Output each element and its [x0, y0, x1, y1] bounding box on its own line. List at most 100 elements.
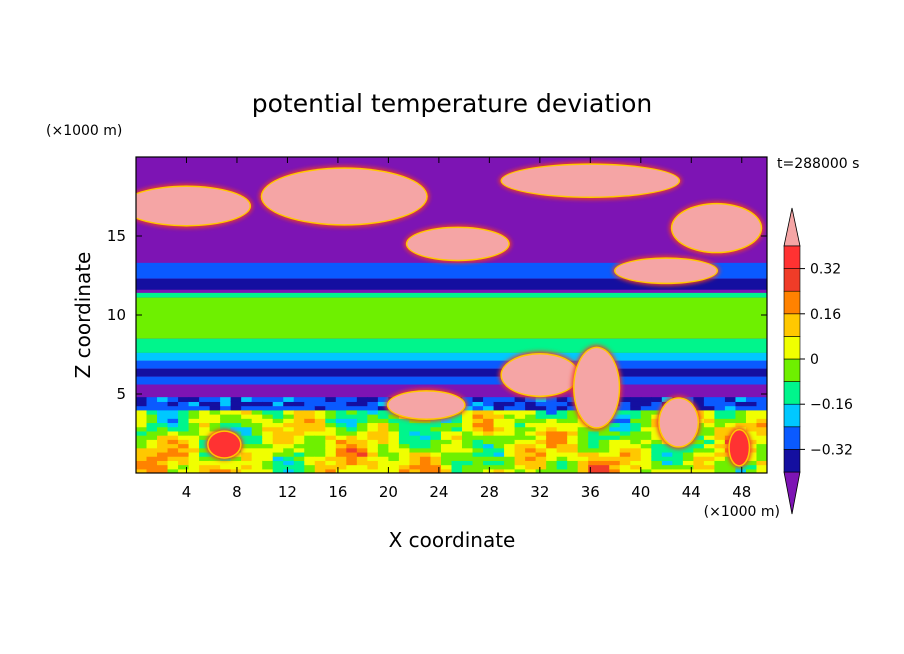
field-cell	[304, 414, 316, 419]
field-cell	[535, 443, 547, 449]
field-cell	[356, 409, 368, 415]
field-cell	[440, 422, 453, 428]
field-cell	[230, 422, 242, 428]
field-cell	[230, 409, 242, 415]
field-cell	[314, 430, 326, 436]
field-cell	[535, 401, 547, 407]
field-cell	[262, 439, 274, 445]
field-cell	[609, 426, 621, 432]
field-cell	[230, 456, 242, 461]
field-cell	[682, 468, 694, 473]
field-cell	[398, 418, 411, 424]
field-cell	[630, 468, 642, 473]
field-cell	[546, 405, 558, 411]
field-cell	[714, 422, 726, 428]
field-cell	[756, 422, 767, 428]
field-cell	[346, 426, 358, 432]
field-cell	[535, 439, 547, 445]
field-cell	[199, 397, 211, 402]
field-cell	[651, 430, 663, 436]
field-cell	[462, 430, 474, 436]
field-cell	[630, 464, 642, 470]
field-cell	[525, 439, 537, 445]
field-cell	[504, 430, 516, 436]
field-cell	[630, 451, 642, 457]
field-cell	[146, 426, 158, 432]
field-cell	[598, 439, 610, 445]
x-tick-label: 8	[232, 483, 242, 501]
field-cell	[220, 397, 232, 402]
field-cell	[451, 456, 463, 461]
field-cell	[651, 456, 663, 461]
field-cell	[440, 439, 453, 445]
field-cell	[630, 418, 642, 424]
field-cell	[335, 422, 347, 428]
field-cell	[188, 468, 200, 473]
field-cell	[703, 456, 716, 461]
field-cell	[514, 405, 526, 411]
field-cell	[640, 397, 652, 402]
field-cell	[283, 468, 295, 473]
field-cell	[314, 460, 326, 466]
field-cell	[272, 468, 284, 473]
field-cell	[440, 460, 453, 466]
field-cell	[293, 397, 305, 402]
field-cell	[367, 414, 379, 419]
field-cell	[377, 439, 389, 445]
field-cell	[283, 397, 295, 402]
field-cell	[283, 456, 295, 461]
field-cell	[262, 430, 274, 436]
field-cell	[472, 468, 484, 473]
warm-cell-6	[498, 351, 581, 399]
field-cell	[262, 401, 274, 407]
field-cell	[462, 456, 474, 461]
field-cell	[146, 414, 158, 419]
field-cell	[546, 439, 558, 445]
field-cell	[136, 435, 148, 440]
field-cell	[209, 414, 221, 419]
field-cell	[325, 460, 337, 466]
field-cell	[504, 468, 516, 473]
field-cell	[335, 439, 347, 445]
field-cell	[745, 451, 758, 457]
field-cell	[609, 443, 621, 449]
field-cell	[335, 418, 347, 424]
field-cell	[251, 451, 263, 457]
field-cell	[209, 468, 221, 473]
field-cell	[451, 468, 463, 473]
field-cell	[199, 460, 211, 466]
field-cell	[630, 456, 642, 461]
field-cell	[241, 414, 253, 419]
field-cell	[483, 435, 495, 440]
field-cell	[314, 422, 326, 428]
field-cell	[630, 460, 642, 466]
field-cell	[588, 435, 600, 440]
field-cell	[377, 464, 389, 470]
warm-cell-11	[726, 427, 752, 469]
field-cell	[157, 397, 169, 402]
field-cell	[756, 456, 767, 461]
field-cell	[630, 397, 642, 402]
field-cell	[609, 464, 621, 470]
field-cell	[241, 426, 253, 432]
field-cell	[483, 401, 495, 407]
field-cell	[588, 464, 600, 470]
field-cell	[283, 430, 295, 436]
field-cell	[504, 409, 516, 415]
field-cell	[167, 435, 179, 440]
field-cell	[504, 422, 516, 428]
field-cell	[346, 418, 358, 424]
field-cell	[483, 443, 495, 449]
field-cell	[535, 456, 547, 461]
field-cell	[304, 418, 316, 424]
field-cell	[430, 464, 442, 470]
field-cell	[304, 405, 316, 411]
field-cell	[325, 439, 337, 445]
field-cell	[230, 401, 242, 407]
field-cell	[651, 397, 663, 402]
field-cell	[241, 468, 253, 473]
band-4	[136, 297, 767, 339]
field-cell	[136, 439, 148, 445]
field-cell	[167, 468, 179, 473]
field-cell	[556, 401, 568, 407]
